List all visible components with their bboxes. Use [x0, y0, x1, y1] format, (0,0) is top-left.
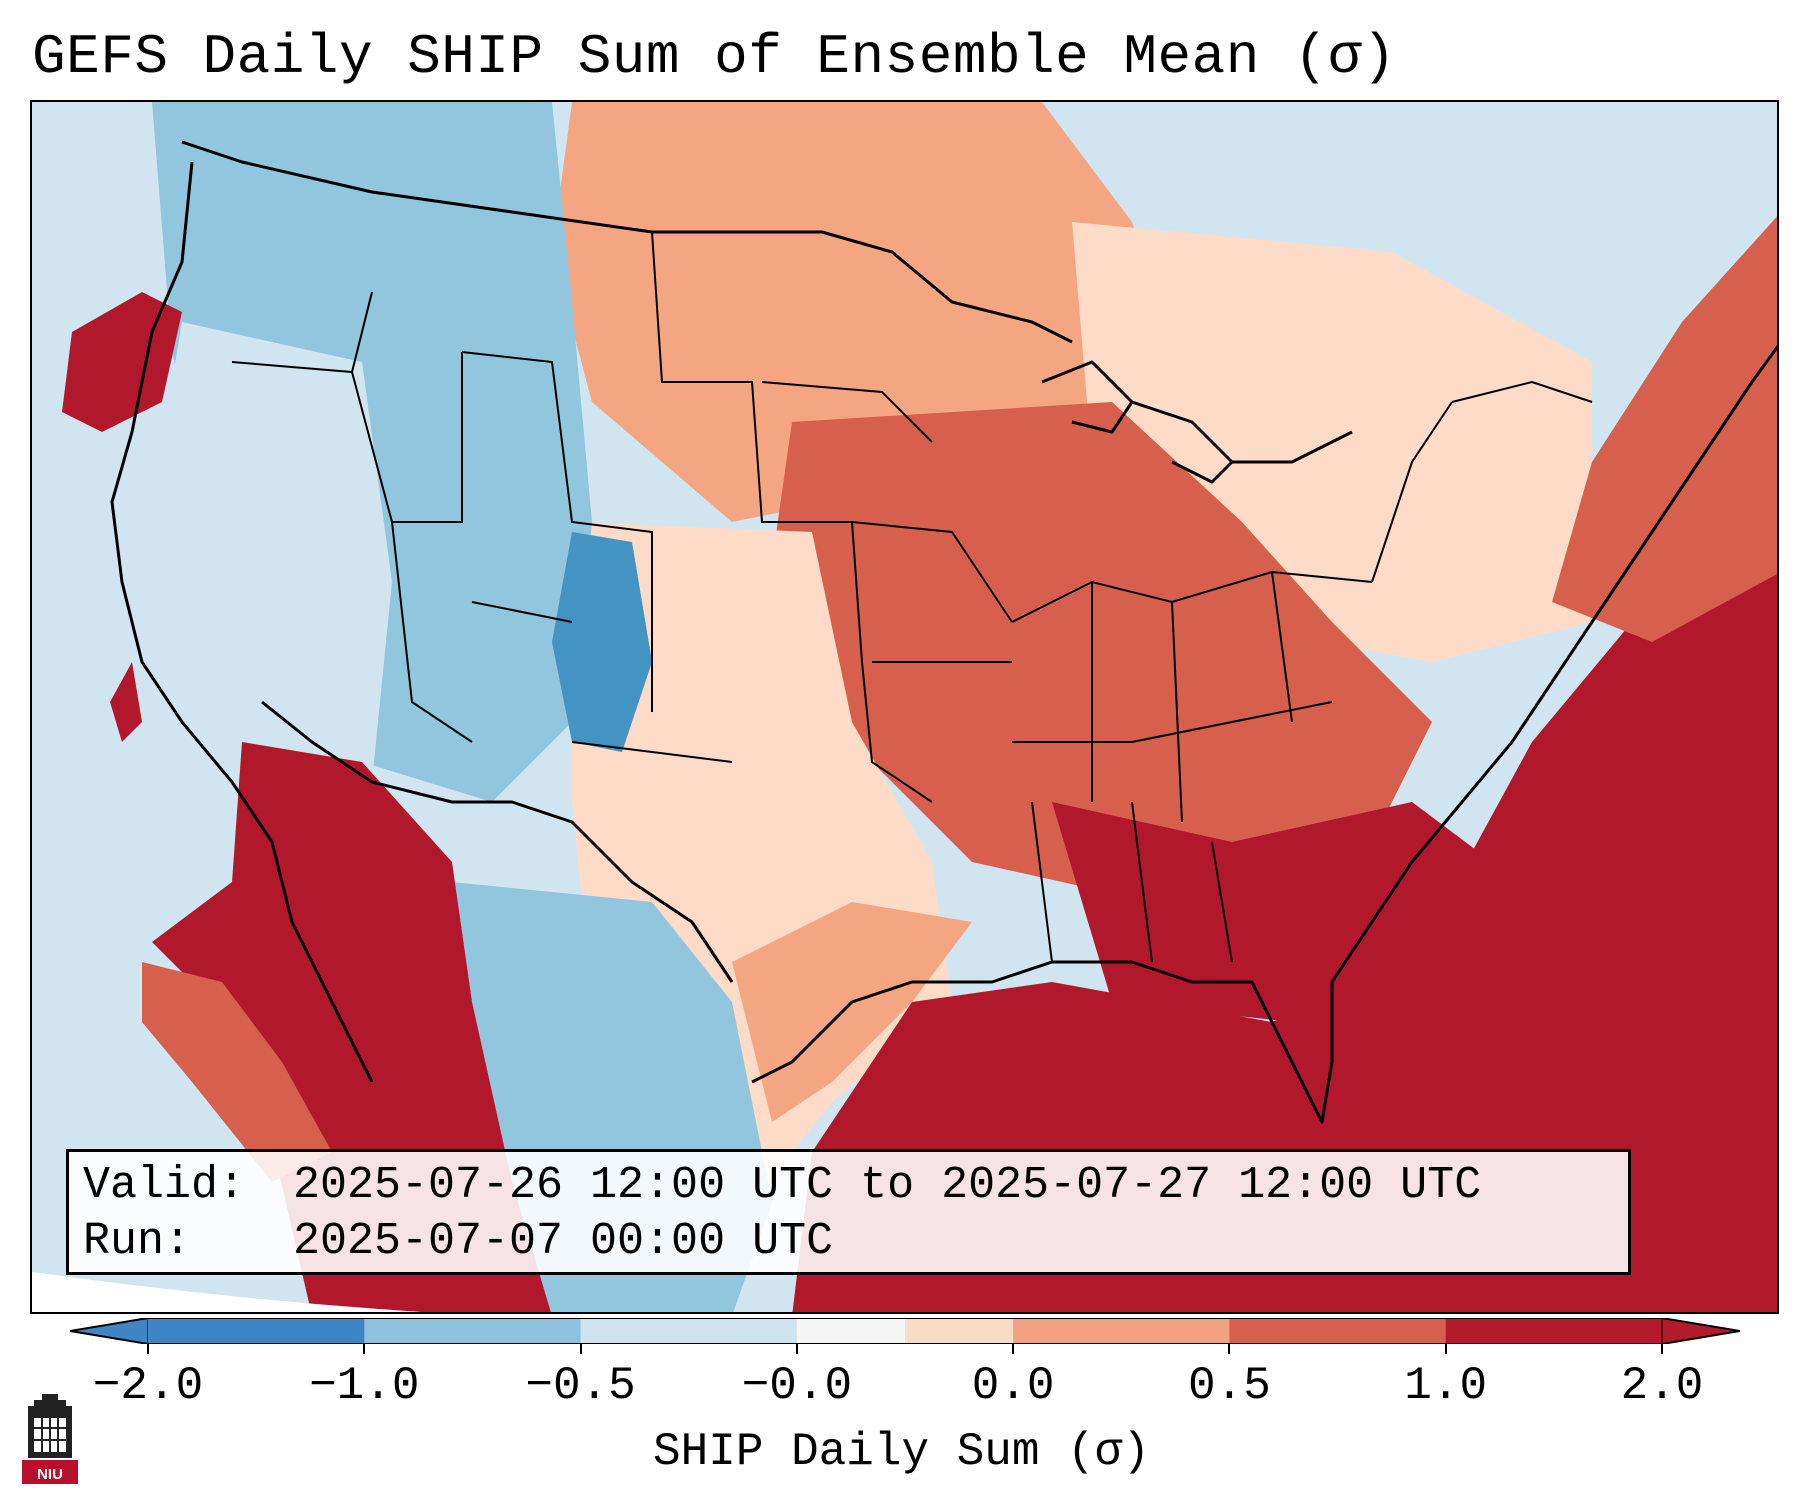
valid-label: Valid: [83, 1160, 246, 1211]
niu-logo-icon [22, 1394, 78, 1484]
state-line-southeast [1012, 701, 1333, 963]
state-line-plains [651, 231, 933, 803]
colorbar-extend-high [1661, 1318, 1740, 1344]
colorbar-tick [1661, 1344, 1663, 1354]
colorbar-tick-label: 0.5 [1188, 1360, 1271, 1412]
colorbar [70, 1318, 1740, 1344]
region-southeast-hot [1052, 802, 1492, 1022]
us-canada-border [181, 140, 1073, 344]
mexico-border [261, 700, 734, 983]
colorbar-tick [795, 1344, 798, 1354]
niu-logo-text: NIU [37, 1466, 63, 1483]
colorbar-tick-label: −0.5 [525, 1360, 636, 1412]
colorbar-segment [580, 1318, 798, 1344]
great-lakes-outline [1041, 360, 1353, 484]
colorbar-tick-label: 2.0 [1620, 1360, 1704, 1412]
colorbar-segment [148, 1318, 365, 1344]
state-line-sw [391, 521, 733, 763]
region-great-lakes-midwest-warm [772, 402, 1432, 902]
region-rockies-core-cool [552, 532, 652, 752]
state-line-rockies [461, 351, 653, 712]
region-west-coast-cool [152, 322, 392, 802]
valid-value: 2025-07-26 12:00 UTC to 2025-07-27 12:00… [293, 1160, 1482, 1211]
colorbar-tick [1228, 1344, 1231, 1354]
region-pacific-hot-cell-ca [110, 662, 142, 742]
region-texas-coast-warm [732, 902, 972, 1122]
atlantic-coastline [1330, 344, 1777, 983]
colorbar-label: SHIP Daily Sum (σ) [653, 1426, 1150, 1478]
state-line-east [1011, 570, 1373, 823]
colorbar-tick [1012, 1344, 1015, 1354]
colorbar-segment [796, 1318, 905, 1344]
map-title: GEFS Daily SHIP Sum of Ensemble Mean (σ) [32, 25, 1397, 89]
state-borders [231, 231, 1593, 963]
colorbar-segment [1013, 1318, 1230, 1344]
colorbar-tick [363, 1344, 366, 1354]
run-label: Run: [83, 1216, 192, 1267]
out-of-domain-area [32, 1272, 423, 1312]
run-value: 2025-07-07 00:00 UTC [293, 1216, 834, 1267]
colorbar-tick-label: 0.0 [971, 1360, 1055, 1412]
valid-run-info-box: Valid: 2025-07-26 12:00 UTC to 2025-07-2… [66, 1149, 1631, 1275]
state-line-nw [231, 291, 463, 523]
colorbar-tick-label: 1.0 [1404, 1360, 1488, 1412]
colorbar-tick-label: −2.0 [92, 1360, 204, 1412]
coastline-outlines [110, 140, 1777, 1124]
region-pacific-hot-cell-north [62, 292, 182, 432]
gulf-coastline [751, 960, 1334, 1124]
region-atlantic-northeast-hot [1552, 216, 1777, 642]
colorbar-tick [147, 1344, 149, 1354]
state-line-midwest [761, 381, 1013, 663]
colorbar-segment [1229, 1318, 1447, 1344]
colorbar-tick-label: −0.0 [741, 1360, 853, 1412]
colorbar-segment [1445, 1318, 1663, 1344]
colorbar-tick [1444, 1344, 1447, 1354]
state-line-northeast [1371, 380, 1593, 583]
pacific-coastline [110, 161, 374, 1083]
colorbar-tick-label: −1.0 [309, 1360, 420, 1412]
region-gulf-atlantic-hot [792, 524, 1777, 1312]
map-canvas [32, 102, 1777, 1312]
colorbar-segment [364, 1318, 582, 1344]
colorbar-extend-low [70, 1318, 149, 1344]
region-baja-offshore-warm [142, 962, 332, 1182]
colorbar-tick [579, 1344, 582, 1354]
map-panel [30, 100, 1779, 1314]
